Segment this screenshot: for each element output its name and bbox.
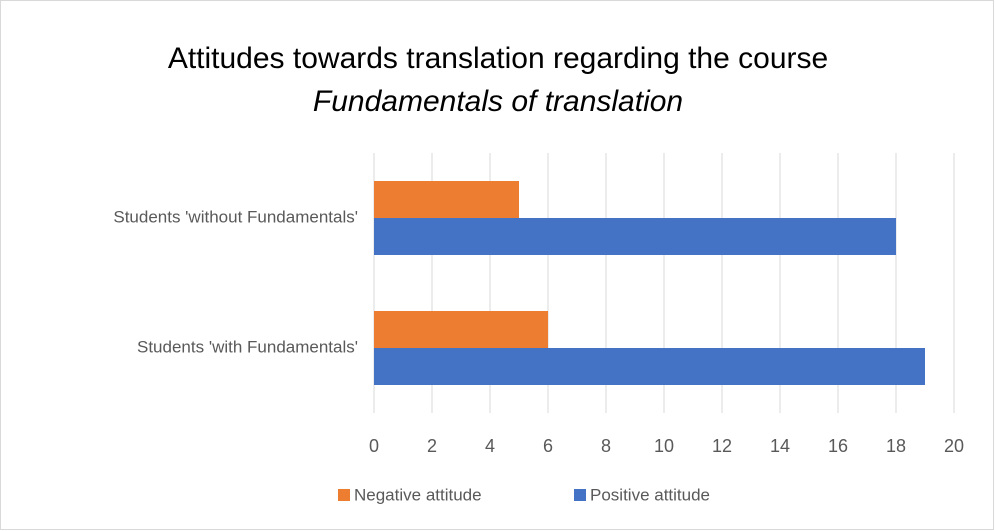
x-tick-label: 12 — [712, 436, 732, 456]
legend-swatch — [338, 489, 350, 501]
y-tick-label: Students 'without Fundamentals' — [113, 207, 358, 226]
legend-label: Positive attitude — [590, 485, 710, 504]
legend-swatch — [574, 489, 586, 501]
bar — [374, 348, 925, 385]
x-tick-label: 2 — [427, 436, 437, 456]
x-tick-label: 8 — [601, 436, 611, 456]
x-tick-label: 0 — [369, 436, 379, 456]
legend-label: Negative attitude — [354, 485, 482, 504]
x-tick-label: 6 — [543, 436, 553, 456]
bar — [374, 181, 519, 218]
x-tick-label: 4 — [485, 436, 495, 456]
bar — [374, 311, 548, 348]
x-tick-label: 20 — [944, 436, 964, 456]
y-tick-label: Students 'with Fundamentals' — [137, 337, 358, 356]
chart-subtitle: Fundamentals of translation — [313, 85, 683, 118]
x-tick-label: 16 — [828, 436, 848, 456]
bar — [374, 218, 896, 255]
x-tick-label: 18 — [886, 436, 906, 456]
x-tick-label: 14 — [770, 436, 790, 456]
x-tick-label: 10 — [654, 436, 674, 456]
chart-title: Attitudes towards translation regarding … — [168, 42, 828, 75]
